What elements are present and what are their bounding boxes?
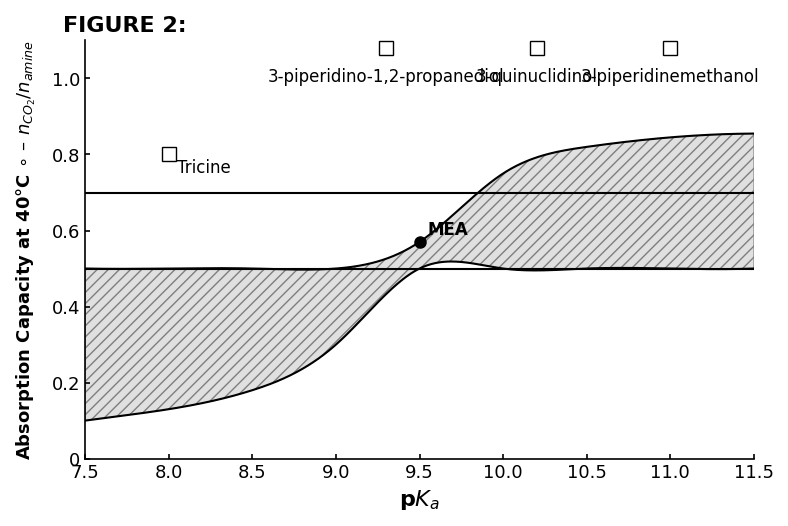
X-axis label: p$K_a$: p$K_a$	[399, 487, 440, 511]
Text: FIGURE 2:: FIGURE 2:	[63, 16, 187, 36]
Y-axis label: Absorption Capacity at 40°C $\circ$ – $n_{CO_2}/n_{amine}$: Absorption Capacity at 40°C $\circ$ – $n…	[15, 41, 38, 460]
Text: 3-piperidino-1,2-propanediol: 3-piperidino-1,2-propanediol	[268, 68, 504, 86]
Text: 3-quinuclidinol: 3-quinuclidinol	[475, 68, 597, 86]
Text: MEA: MEA	[428, 220, 468, 239]
Text: 3-piperidinemethanol: 3-piperidinemethanol	[580, 68, 759, 86]
Text: Tricine: Tricine	[177, 159, 231, 177]
